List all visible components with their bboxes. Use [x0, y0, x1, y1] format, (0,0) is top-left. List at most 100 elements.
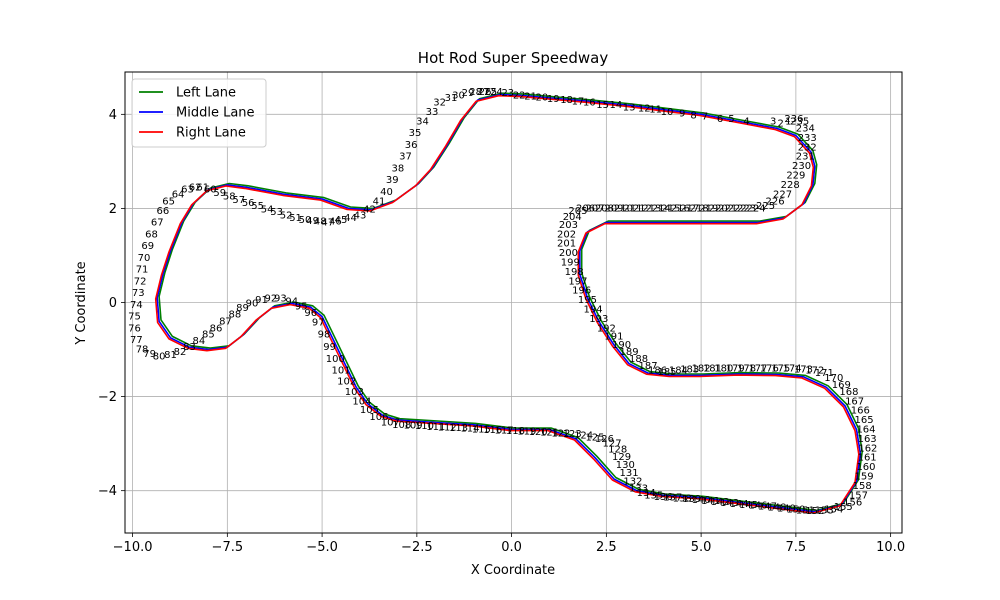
point-label: 96 — [304, 308, 317, 319]
point-label: 222 — [728, 203, 747, 214]
point-label: 154 — [824, 504, 843, 515]
point-label: 36 — [405, 140, 418, 151]
point-label: 197 — [568, 276, 587, 287]
point-label: 227 — [773, 189, 792, 200]
point-label: 53 — [270, 207, 283, 218]
point-label: 221 — [718, 203, 737, 214]
point-label: 165 — [855, 415, 874, 426]
point-label: 80 — [153, 352, 166, 363]
point-label: 184 — [669, 366, 688, 377]
point-label: 90 — [246, 298, 259, 309]
point-label: 214 — [652, 203, 671, 214]
point-label: 148 — [767, 503, 786, 514]
point-label: 38 — [392, 163, 405, 174]
point-label: 69 — [141, 241, 154, 252]
point-label: 192 — [597, 323, 616, 334]
point-label: 232 — [798, 142, 817, 153]
y-tick-label: 4 — [109, 108, 117, 123]
point-label: 105 — [360, 405, 379, 416]
point-label: 137 — [663, 493, 682, 504]
point-label: 121 — [540, 427, 559, 438]
point-label: 172 — [805, 366, 824, 377]
point-label: 193 — [589, 314, 608, 325]
point-label: 183 — [680, 364, 699, 375]
point-label: 1 — [785, 116, 791, 127]
point-label: 134 — [637, 488, 656, 499]
point-label: 235 — [790, 116, 809, 127]
y-tick-label: 2 — [109, 202, 117, 217]
point-label: 169 — [832, 380, 851, 391]
point-label: 9 — [679, 108, 685, 119]
point-label: 180 — [714, 363, 733, 374]
point-label: 147 — [758, 502, 777, 513]
point-label: 97 — [312, 317, 325, 328]
point-label: 55 — [251, 201, 264, 212]
point-label: 140 — [692, 495, 711, 506]
point-label: 220 — [709, 203, 728, 214]
point-label: 98 — [318, 329, 331, 340]
point-label: 224 — [747, 203, 766, 214]
chart-title: Hot Rod Super Speedway — [418, 49, 609, 67]
point-label: 123 — [563, 429, 582, 440]
point-label: 127 — [602, 439, 621, 450]
point-label: 84 — [193, 336, 206, 347]
point-label: 201 — [557, 239, 576, 250]
point-label: 56 — [242, 198, 255, 209]
point-label: 85 — [202, 329, 215, 340]
point-label: 177 — [748, 363, 767, 374]
point-label: 72 — [134, 276, 147, 287]
point-label: 6 — [717, 114, 723, 125]
point-label: 113 — [449, 423, 468, 434]
legend: Left Lane Middle Lane Right Lane — [131, 78, 267, 148]
point-label: 58 — [223, 192, 236, 203]
point-label: 111 — [426, 422, 445, 433]
point-label: 204 — [563, 212, 582, 223]
point-label: 129 — [612, 452, 631, 463]
point-label: 73 — [132, 288, 145, 299]
point-label: 18 — [560, 95, 573, 106]
point-label: 119 — [517, 426, 536, 437]
point-label: 157 — [849, 490, 868, 501]
point-label: 153 — [815, 505, 834, 516]
point-label: 178 — [737, 363, 756, 374]
x-tick-label: −7.5 — [212, 540, 244, 555]
point-label: 176 — [760, 363, 779, 374]
point-label: 35 — [409, 128, 422, 139]
lanes — [154, 92, 863, 514]
point-label: 135 — [644, 490, 663, 501]
point-label: 131 — [620, 468, 639, 479]
point-label: 50 — [299, 215, 312, 226]
point-label: 161 — [858, 453, 877, 464]
point-label: 187 — [639, 361, 658, 372]
point-label: 126 — [595, 434, 614, 445]
point-label: 102 — [337, 377, 356, 388]
point-label: 164 — [856, 425, 875, 436]
point-label: 217 — [680, 203, 699, 214]
point-label: 45 — [335, 215, 348, 226]
point-label: 199 — [561, 258, 580, 269]
point-label: 11 — [649, 105, 662, 116]
point-label: 110 — [415, 421, 434, 432]
point-label: 101 — [331, 366, 350, 377]
point-label: 26 — [479, 87, 492, 98]
point-label: 209 — [604, 203, 623, 214]
point-label: 215 — [661, 203, 680, 214]
point-label: 20 — [536, 92, 549, 103]
point-label: 70 — [138, 253, 151, 264]
y-tick-label: −2 — [98, 390, 117, 405]
point-label: 139 — [682, 494, 701, 505]
point-label: 77 — [130, 335, 143, 346]
point-label: 210 — [614, 203, 633, 214]
point-labels: 1234567891011121314151617181920212223242… — [128, 87, 877, 517]
point-label: 125 — [585, 433, 604, 444]
point-label: 203 — [559, 220, 578, 231]
point-label: 68 — [145, 229, 158, 240]
point-label: 79 — [143, 349, 156, 360]
point-label: 32 — [433, 98, 446, 109]
point-label: 170 — [824, 373, 843, 384]
x-tick-label: 5.0 — [691, 540, 712, 555]
point-label: 60 — [204, 185, 217, 196]
point-label: 93 — [274, 294, 287, 305]
y-tick-label: −4 — [98, 484, 117, 499]
point-label: 198 — [565, 267, 584, 278]
